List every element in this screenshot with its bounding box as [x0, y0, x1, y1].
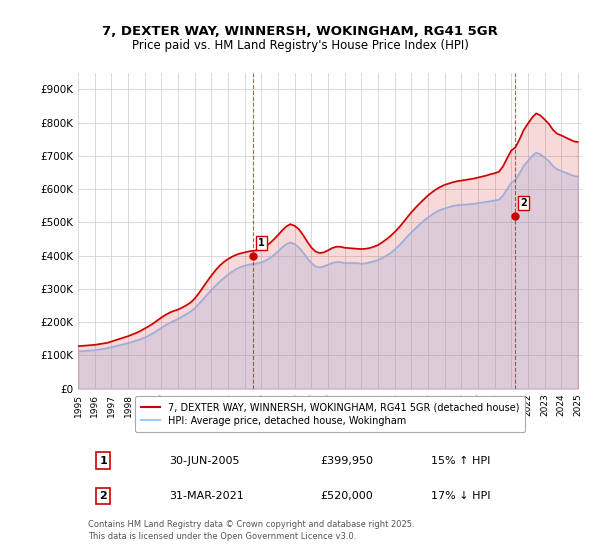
Text: 2: 2: [520, 198, 527, 208]
Text: 2: 2: [100, 491, 107, 501]
Legend: 7, DEXTER WAY, WINNERSH, WOKINGHAM, RG41 5GR (detached house), HPI: Average pric: 7, DEXTER WAY, WINNERSH, WOKINGHAM, RG41…: [135, 396, 525, 432]
Text: 30-JUN-2005: 30-JUN-2005: [169, 455, 239, 465]
Text: 31-MAR-2021: 31-MAR-2021: [169, 491, 244, 501]
Text: 17% ↓ HPI: 17% ↓ HPI: [431, 491, 490, 501]
Text: 1: 1: [100, 455, 107, 465]
Text: £520,000: £520,000: [320, 491, 373, 501]
Text: Price paid vs. HM Land Registry's House Price Index (HPI): Price paid vs. HM Land Registry's House …: [131, 39, 469, 52]
Text: 1: 1: [258, 238, 265, 248]
Text: Contains HM Land Registry data © Crown copyright and database right 2025.
This d: Contains HM Land Registry data © Crown c…: [88, 520, 415, 541]
Text: 15% ↑ HPI: 15% ↑ HPI: [431, 455, 490, 465]
Text: 7, DEXTER WAY, WINNERSH, WOKINGHAM, RG41 5GR: 7, DEXTER WAY, WINNERSH, WOKINGHAM, RG41…: [102, 25, 498, 38]
Text: £399,950: £399,950: [320, 455, 373, 465]
